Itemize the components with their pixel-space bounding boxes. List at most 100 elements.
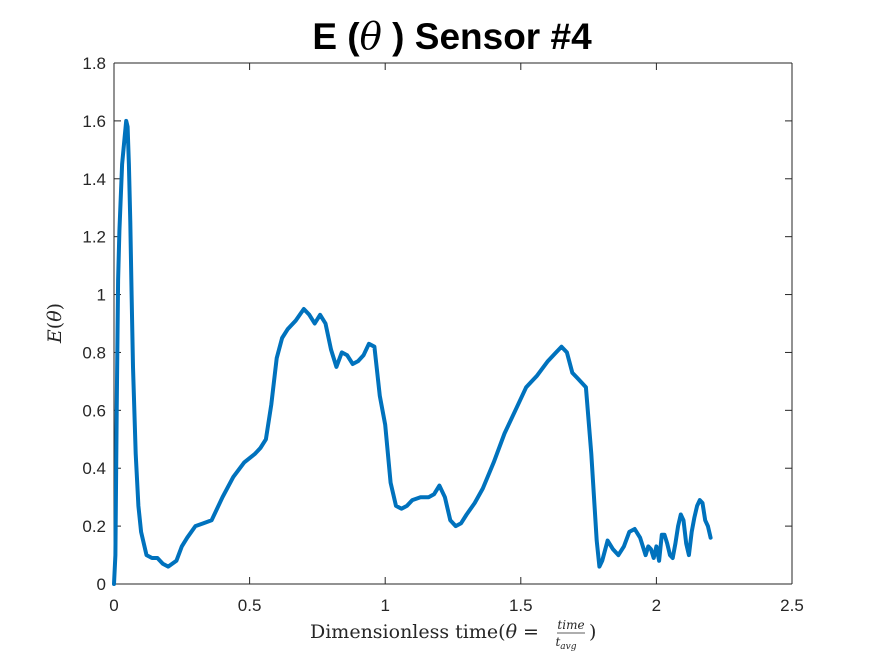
data-point xyxy=(663,533,666,537)
data-point xyxy=(124,119,128,123)
data-point xyxy=(682,518,685,522)
y-axis-label: E(θ) xyxy=(44,303,66,344)
data-point xyxy=(351,362,355,366)
x-tick-label: 0.5 xyxy=(238,596,262,615)
data-point xyxy=(513,408,517,412)
data-point xyxy=(166,565,170,569)
data-point xyxy=(231,475,235,479)
y-tick-label: 1 xyxy=(97,286,106,305)
data-point xyxy=(134,452,138,456)
x-axis-label-equals: = xyxy=(517,621,539,643)
data-point xyxy=(136,504,140,508)
data-point xyxy=(123,133,127,137)
data-point xyxy=(427,495,431,499)
data-point xyxy=(589,452,593,456)
data-point xyxy=(638,536,642,540)
data-point xyxy=(117,229,121,233)
data-point xyxy=(258,446,262,450)
data-point xyxy=(372,345,376,349)
data-point xyxy=(318,313,322,317)
data-point xyxy=(459,521,463,525)
data-point xyxy=(576,377,580,380)
y-tick-label: 0 xyxy=(97,575,106,594)
data-point xyxy=(595,539,599,543)
data-point xyxy=(611,547,615,551)
chart-title: E (θ ) Sensor #4 xyxy=(312,15,592,58)
data-point xyxy=(180,544,184,548)
data-point xyxy=(115,408,119,412)
data-point xyxy=(649,547,653,551)
title-prefix: E ( xyxy=(312,16,360,57)
data-point xyxy=(264,437,268,441)
data-point xyxy=(286,327,290,331)
data-point xyxy=(161,562,165,566)
data-point xyxy=(698,498,702,502)
x-axis-label: Dimensionless time(θ = xyxy=(310,621,539,643)
data-point xyxy=(120,162,124,166)
data-point xyxy=(660,533,664,537)
x-axis-label-denominator: tavg xyxy=(555,635,576,652)
data-point xyxy=(565,350,569,354)
data-point xyxy=(389,481,393,485)
data-point xyxy=(443,495,447,499)
data-point xyxy=(253,452,257,456)
data-point xyxy=(419,495,422,499)
x-axis-label-denominator-sub: avg xyxy=(560,642,576,652)
data-point xyxy=(600,559,604,563)
data-point xyxy=(302,307,306,311)
data-point xyxy=(113,553,117,557)
data-point xyxy=(668,553,672,557)
data-point xyxy=(654,544,658,548)
data-point xyxy=(210,518,214,522)
data-point xyxy=(410,498,414,502)
data-point xyxy=(448,518,452,522)
data-point xyxy=(275,356,279,360)
data-point xyxy=(155,556,159,560)
x-axis-label-denominator-main: t xyxy=(555,635,560,649)
x-tick-label: 2.5 xyxy=(780,596,804,615)
y-tick-label: 0.4 xyxy=(82,459,106,478)
data-point xyxy=(150,556,154,560)
data-point xyxy=(692,515,696,519)
data-point xyxy=(535,374,539,378)
data-point xyxy=(127,162,131,166)
data-point xyxy=(112,582,116,586)
data-point xyxy=(695,504,699,508)
data-point xyxy=(679,513,683,516)
data-point xyxy=(145,553,148,557)
title-suffix: ) Sensor #4 xyxy=(382,16,592,57)
y-tick-label: 1.2 xyxy=(82,228,106,247)
data-point xyxy=(703,518,707,522)
data-point xyxy=(560,345,563,349)
data-point xyxy=(202,521,205,525)
data-point xyxy=(367,342,371,346)
y-axis-label-close: ) xyxy=(44,303,66,310)
data-point xyxy=(193,524,197,528)
data-point xyxy=(128,220,132,224)
data-point xyxy=(345,353,349,357)
data-point xyxy=(646,544,650,548)
data-point xyxy=(676,524,680,528)
data-point xyxy=(130,293,134,297)
data-point xyxy=(473,501,477,505)
data-point xyxy=(706,524,710,528)
data-point xyxy=(492,460,496,464)
plot-area xyxy=(114,63,792,584)
y-axis-label-theta: θ xyxy=(44,310,66,322)
data-point xyxy=(657,559,661,563)
data-point xyxy=(362,353,365,357)
data-point xyxy=(334,365,338,369)
data-point xyxy=(340,350,344,354)
data-point xyxy=(269,403,273,406)
data-point xyxy=(616,553,620,557)
data-point xyxy=(329,348,333,351)
x-axis-label-numerator: time xyxy=(557,618,584,632)
data-point xyxy=(673,542,677,545)
x-tick-label: 2 xyxy=(652,596,661,615)
data-point xyxy=(185,536,189,540)
title-theta: θ xyxy=(360,15,382,58)
data-point xyxy=(400,507,403,511)
data-point xyxy=(131,365,135,369)
data-point xyxy=(394,504,398,508)
